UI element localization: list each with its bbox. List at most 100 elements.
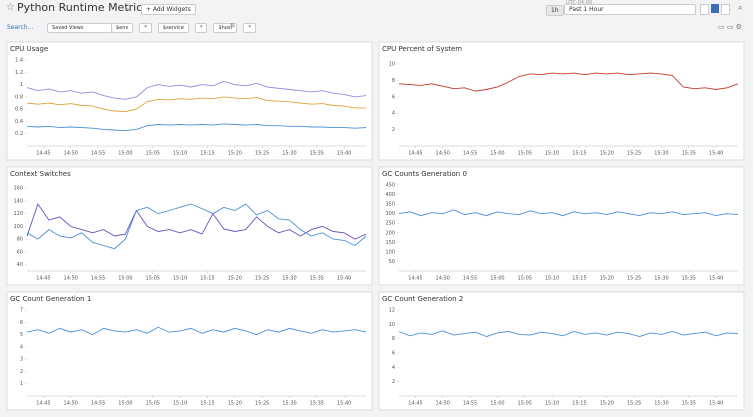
template-var-name[interactable]: $service (157, 23, 189, 33)
x-tick-label: 15:10 (545, 276, 559, 282)
back-button[interactable] (700, 4, 710, 15)
y-tick-label: 1.2 (15, 70, 23, 76)
widget-title: Context Switches (10, 170, 71, 178)
playback-controls (700, 4, 730, 15)
title-caret[interactable]: ⌄ (125, 3, 132, 12)
pause-button[interactable] (711, 4, 719, 13)
x-tick-label: 15:00 (118, 276, 132, 282)
y-tick-label: 140 (13, 198, 23, 204)
y-tick-label: 40 (17, 262, 23, 268)
y-tick-label: 160 (13, 186, 23, 192)
x-tick-label: 15:15 (200, 276, 214, 282)
x-tick-label: 15:35 (310, 401, 324, 407)
y-tick-label: 1.4 (15, 58, 23, 64)
y-tick-label: 7 (20, 308, 23, 314)
y-tick-label: 300 (385, 211, 395, 217)
x-tick-label: 15:40 (709, 401, 723, 407)
x-tick-label: 15:25 (255, 401, 269, 407)
widget-panel (378, 41, 745, 161)
x-tick-label: 15:20 (228, 401, 242, 407)
y-tick-label: 0.2 (15, 131, 23, 137)
template-var-value[interactable]: * (243, 23, 256, 33)
x-tick-label: 15:25 (255, 276, 269, 282)
y-tick-label: 400 (385, 192, 395, 198)
search-icon[interactable]: ⌕ (738, 3, 743, 12)
widget-panel (378, 166, 745, 286)
x-tick-label: 14:45 (408, 401, 422, 407)
series-line (26, 81, 367, 100)
x-tick-label: 14:45 (36, 151, 50, 157)
y-tick-label: 120 (13, 211, 23, 217)
x-tick-label: 15:15 (572, 401, 586, 407)
x-tick-label: 15:40 (337, 401, 351, 407)
x-tick-label: 15:10 (173, 401, 187, 407)
x-tick-label: 15:40 (337, 276, 351, 282)
x-tick-label: 15:25 (627, 151, 641, 157)
x-tick-label: 15:20 (228, 276, 242, 282)
x-tick-label: 15:15 (572, 276, 586, 282)
x-tick-label: 14:50 (436, 276, 450, 282)
x-tick-label: 15:30 (282, 401, 296, 407)
x-tick-label: 14:55 (463, 276, 477, 282)
forward-button[interactable] (720, 4, 730, 15)
y-tick-label: 10 (389, 322, 395, 328)
y-tick-label: 150 (385, 240, 395, 246)
y-tick-label: 100 (385, 249, 395, 255)
x-tick-label: 15:05 (518, 151, 532, 157)
x-tick-label: 15:00 (490, 401, 504, 407)
y-tick-label: 6 (392, 351, 395, 357)
x-tick-label: 15:10 (173, 276, 187, 282)
y-tick-label: 1 (20, 381, 23, 387)
y-tick-label: 0.4 (15, 119, 23, 125)
y-tick-label: 10 (389, 62, 395, 68)
star-icon[interactable]: ☆ (6, 2, 15, 13)
x-tick-label: 15:20 (600, 276, 614, 282)
series-line (26, 326, 367, 336)
edit-icon[interactable]: ✎ (230, 22, 236, 30)
x-tick-label: 15:15 (200, 151, 214, 157)
x-tick-label: 15:20 (600, 151, 614, 157)
x-tick-label: 15:35 (682, 276, 696, 282)
x-tick-label: 15:20 (228, 151, 242, 157)
x-tick-label: 14:50 (436, 401, 450, 407)
template-var-name[interactable]: $env (111, 23, 134, 33)
x-tick-label: 14:45 (408, 151, 422, 157)
range-pill[interactable]: 1h (546, 5, 564, 16)
range-select[interactable]: Past 1 Hour (564, 4, 696, 15)
y-tick-label: 8 (392, 336, 395, 342)
x-tick-label: 14:50 (64, 401, 78, 407)
series-line (398, 209, 739, 217)
y-tick-label: 100 (13, 224, 23, 230)
x-tick-label: 15:25 (627, 401, 641, 407)
template-var-value[interactable]: * (194, 23, 208, 33)
x-tick-label: 15:30 (654, 276, 668, 282)
x-tick-label: 15:00 (118, 151, 132, 157)
x-tick-label: 14:55 (463, 151, 477, 157)
view-icons[interactable]: ▭ ▭ ⚙ (718, 23, 742, 31)
template-var-name[interactable]: $host (213, 23, 238, 33)
x-tick-label: 15:00 (490, 276, 504, 282)
x-tick-label: 15:15 (200, 401, 214, 407)
y-tick-label: 6 (20, 320, 23, 326)
y-tick-label: 12 (389, 308, 395, 314)
y-tick-label: 0.8 (15, 94, 23, 100)
series-line (398, 72, 739, 92)
y-tick-label: 250 (385, 221, 395, 227)
series-line (26, 203, 367, 240)
x-tick-label: 14:55 (463, 401, 477, 407)
template-var-value[interactable]: * (139, 23, 152, 33)
x-tick-label: 15:10 (545, 151, 559, 157)
y-tick-label: 450 (385, 183, 395, 189)
x-tick-label: 15:30 (654, 401, 668, 407)
x-tick-label: 15:30 (282, 276, 296, 282)
add-widgets-button[interactable]: + Add Widgets (141, 4, 196, 15)
x-tick-label: 15:25 (255, 151, 269, 157)
x-tick-label: 15:35 (682, 401, 696, 407)
y-tick-label: 5 (20, 332, 23, 338)
search-box[interactable]: Search... (7, 24, 34, 31)
widget-panel (6, 291, 373, 411)
widget-title: GC Count Generation 2 (382, 295, 463, 303)
x-tick-label: 15:05 (146, 276, 160, 282)
series-line (26, 96, 366, 113)
